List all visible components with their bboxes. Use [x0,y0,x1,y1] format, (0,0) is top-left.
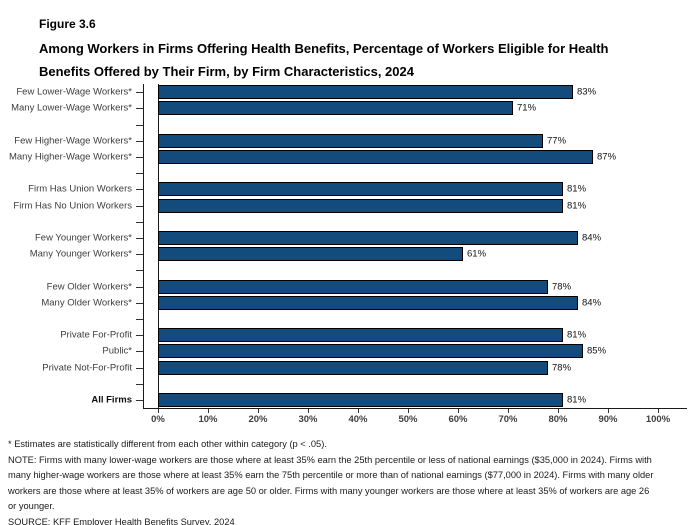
bar-value-label: 81% [567,394,587,406]
category-label: Private Not-For-Profit [42,362,132,373]
x-axis-tick-label: 50% [398,414,418,425]
x-axis-tick-label: 40% [348,414,368,425]
category-label: Many Older Workers* [41,297,132,309]
y-axis-tick [136,399,143,401]
bar [158,247,463,262]
footnote-significance: * Estimates are statistically different … [8,439,327,449]
bar [158,328,563,343]
x-axis-tick [658,409,659,413]
y-axis-tick [136,189,143,191]
x-axis-tick [158,409,159,413]
x-axis-tick [608,409,609,413]
y-axis-tick [136,205,143,207]
y-axis-tick [136,92,143,94]
x-axis-tick-label: 100% [645,414,671,425]
bar [158,279,548,294]
category-label: Private For-Profit [60,329,132,341]
y-axis-tick [136,221,143,223]
y-axis-tick [136,286,143,288]
bar [158,182,563,197]
y-axis-tick [136,254,143,256]
bar-value-label: 84% [582,297,602,309]
category-label: Many Higher-Wage Workers* [8,151,132,163]
x-axis-tick-label: 60% [448,414,468,425]
y-axis-line [143,84,144,408]
category-label: Public* [102,345,132,357]
bar-value-label: 71% [517,102,537,114]
category-label: Firm Has Union Workers [28,183,132,195]
x-axis-tick [358,409,359,413]
category-label: All Firms [91,394,132,406]
y-axis-tick [136,173,143,175]
category-label: Many Younger Workers* [29,248,132,260]
y-axis-tick [136,140,143,142]
y-axis-tick [136,270,143,272]
x-axis-tick-label: 10% [198,414,218,425]
y-axis-tick [136,237,143,239]
bar [158,344,583,359]
bar-value-label: 81% [567,200,587,211]
x-axis-tick [258,409,259,413]
x-axis-tick-label: 90% [598,414,618,425]
y-axis-tick [136,108,143,110]
bar-value-label: 85% [587,345,607,357]
category-label: Many Lower-Wage Workers* [11,102,132,114]
bar [158,295,578,310]
bar-value-label: 87% [597,151,617,163]
bar-value-label: 81% [567,329,587,341]
bar-value-label: 78% [552,362,572,373]
y-axis-tick [136,335,143,337]
bar [158,230,578,245]
y-axis-tick [136,383,143,385]
x-axis-tick-label: 0% [151,414,165,425]
y-axis-tick [136,156,143,158]
x-axis-tick [208,409,209,413]
bar [158,101,513,116]
bar-value-label: 61% [467,248,487,260]
x-axis-tick-label: 80% [548,414,568,425]
x-axis-line [143,408,687,409]
y-axis-tick [136,302,143,304]
x-axis-tick [558,409,559,413]
footnote-note: NOTE: Firms with many lower-wage workers… [8,454,654,512]
bar [158,149,593,164]
bar-value-label: 83% [577,86,597,98]
category-label: Few Older Workers* [46,281,132,292]
bar [158,360,548,375]
category-label: Few Lower-Wage Workers* [16,86,132,98]
bar-value-label: 78% [552,281,572,292]
y-axis-tick [136,351,143,353]
x-axis-tick [408,409,409,413]
x-axis-tick [508,409,509,413]
y-axis-tick [136,367,143,369]
category-label: Firm Has No Union Workers [13,200,132,211]
bar [158,85,573,100]
zero-baseline [158,84,159,408]
bar [158,198,563,213]
bar-value-label: 84% [582,232,602,244]
x-axis-tick-label: 30% [298,414,318,425]
footnotes: * Estimates are statistically different … [8,437,656,525]
bar [158,392,563,407]
y-axis-tick [136,318,143,320]
bar-value-label: 81% [567,183,587,195]
x-axis-tick [458,409,459,413]
x-axis-tick-label: 70% [498,414,518,425]
bar [158,133,543,148]
bar-value-label: 77% [547,135,567,147]
category-label: Few Higher-Wage Workers* [14,135,132,147]
figure-title: Among Workers in Firms Offering Health B… [39,41,609,79]
x-axis-tick [308,409,309,413]
footnote-source: SOURCE: KFF Employer Health Benefits Sur… [8,516,235,525]
x-axis-tick-label: 20% [248,414,268,425]
category-label: Few Younger Workers* [35,232,132,244]
figure-number: Figure 3.6 [39,17,96,31]
y-axis-tick [136,124,143,126]
